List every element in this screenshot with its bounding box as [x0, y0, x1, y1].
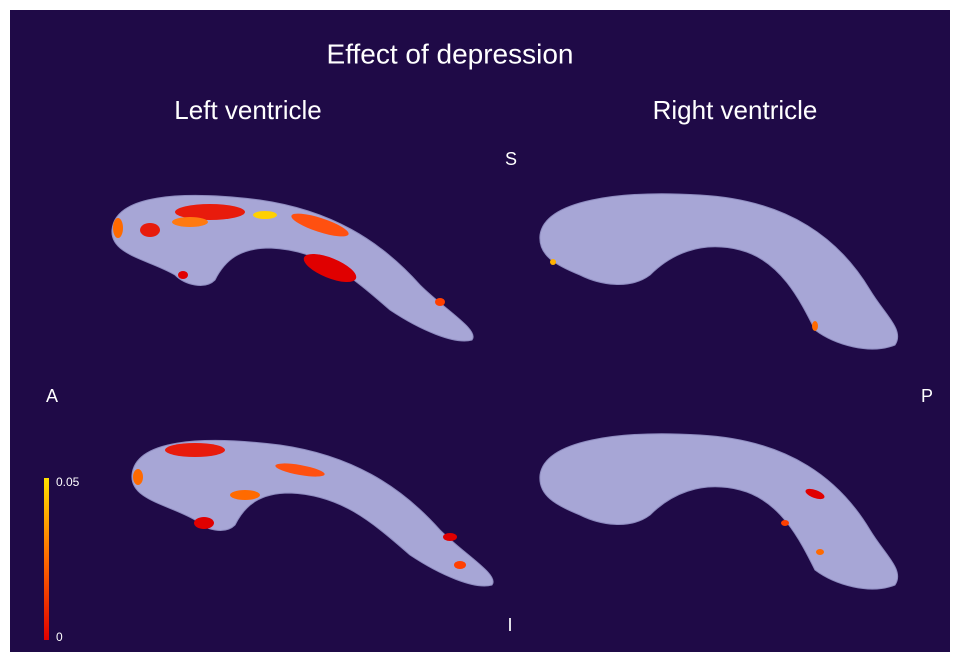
colorbar [44, 478, 49, 640]
right-ventricle-bottom [539, 433, 899, 590]
left-ventricle-bottom [131, 439, 494, 587]
column-label: Right ventricle [653, 95, 818, 125]
colorbar-label: 0 [56, 630, 63, 644]
background [10, 10, 950, 652]
colorbar-label: 0.05 [56, 475, 80, 489]
orientation-label: S [505, 149, 517, 169]
right-ventricle-top [539, 193, 899, 350]
orientation-label: P [921, 386, 933, 406]
column-label: Left ventricle [174, 95, 321, 125]
left-ventricle-top [111, 194, 474, 342]
orientation-label: A [46, 386, 58, 406]
orientation-label: I [507, 615, 512, 635]
title: Effect of depression [327, 38, 574, 69]
